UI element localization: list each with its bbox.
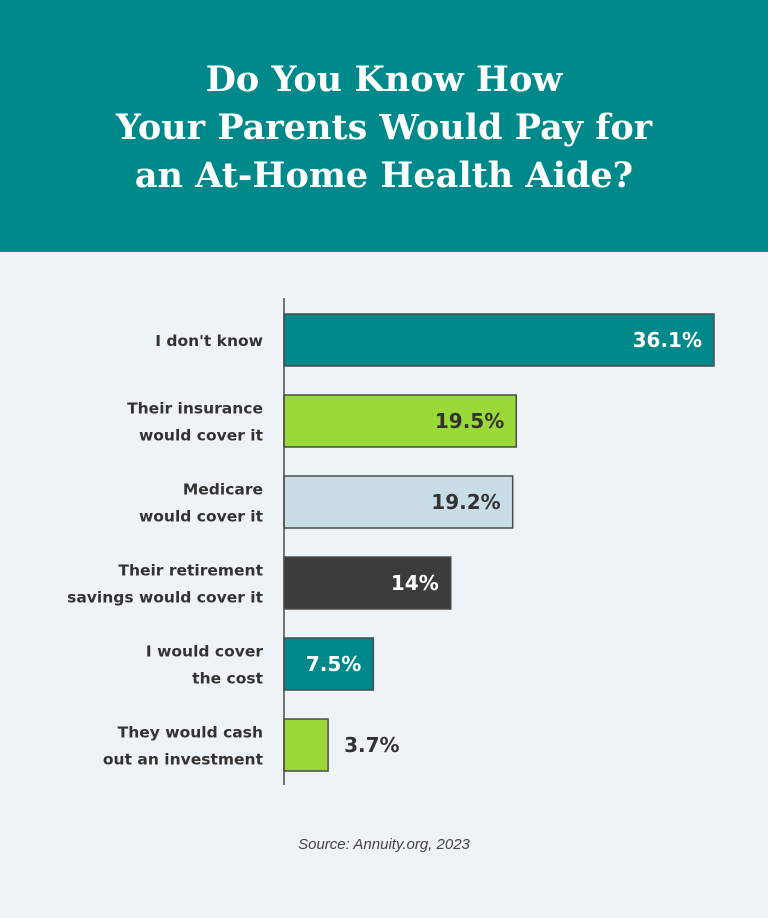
bar [283, 637, 375, 691]
category-label: out an investment [103, 751, 264, 769]
category-label: savings would cover it [67, 589, 263, 607]
category-label: I don't know [155, 332, 263, 350]
bar [283, 313, 715, 367]
category-label: Their insurance [127, 400, 263, 418]
title-line-1: Do You Know How [205, 59, 563, 100]
bar [283, 718, 329, 772]
data-label: 19.2% [431, 490, 500, 514]
category-label: They would cash [118, 724, 263, 742]
bar [283, 556, 452, 610]
data-label: 14% [391, 571, 439, 595]
chart-title: Do You Know How Your Parents Would Pay f… [0, 56, 768, 200]
data-label: 7.5% [306, 652, 361, 676]
header-banner: Do You Know How Your Parents Would Pay f… [0, 0, 768, 252]
category-label: would cover it [139, 508, 264, 526]
data-label: 36.1% [633, 328, 702, 352]
category-label: Medicare [183, 481, 263, 499]
category-label: Their retirement [118, 562, 263, 580]
data-label: 3.7% [344, 733, 399, 757]
title-line-2: Your Parents Would Pay for [115, 107, 653, 148]
category-label: the cost [192, 670, 263, 688]
bar [283, 394, 518, 448]
source-note: Source: Annuity.org, 2023 [298, 836, 470, 853]
data-label: 19.5% [435, 409, 504, 433]
title-line-3: an At-Home Health Aide? [134, 155, 634, 196]
bar [283, 475, 514, 529]
category-label: I would cover [146, 643, 263, 661]
category-label: would cover it [139, 427, 264, 445]
